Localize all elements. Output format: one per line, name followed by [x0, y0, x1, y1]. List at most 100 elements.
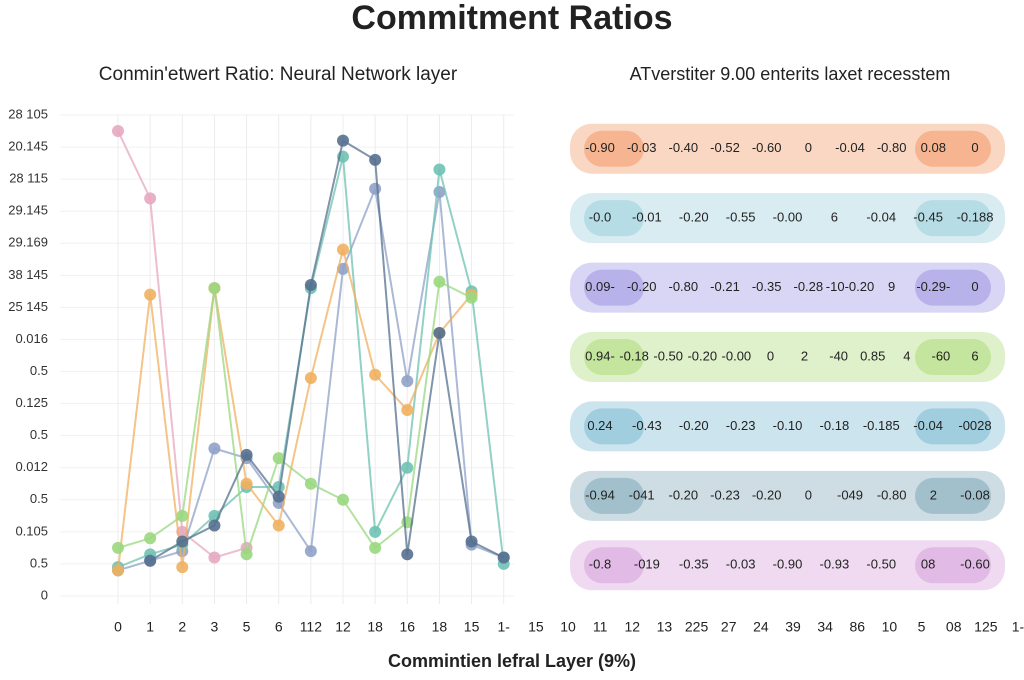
x-tick-label: 15	[528, 619, 544, 635]
row-token: -0.10	[773, 418, 803, 433]
row-token: -0.90	[585, 140, 615, 155]
y-tick-label: 29.169	[8, 235, 48, 250]
x-tick-label: 225	[685, 619, 709, 635]
row-token: -0.00	[773, 210, 803, 225]
y-tick-label: 28 105	[8, 106, 48, 121]
row-pill	[915, 477, 991, 514]
series-line	[117, 280, 473, 556]
row-token: -0.35	[752, 279, 782, 294]
point-marker	[208, 442, 221, 455]
x-tick-label: 10	[882, 619, 898, 635]
x-tick-label: 12	[624, 619, 640, 635]
row-pill	[915, 130, 991, 167]
row-token: -0.20	[679, 418, 709, 433]
row-token: -0.29-	[916, 279, 950, 294]
row-token: -60	[932, 348, 951, 363]
point-marker	[304, 545, 317, 558]
row-token: -0.8	[589, 557, 611, 572]
row-token: -0.03	[627, 140, 657, 155]
row-token: -0.80	[877, 487, 907, 502]
x-tick-label: 125	[974, 619, 998, 635]
row-token: -0.52	[710, 140, 740, 155]
row-pill	[915, 547, 991, 584]
x-tick-label: 15	[464, 619, 480, 635]
row-token: -0.188	[957, 210, 994, 225]
y-tick-label: 0.5	[30, 555, 48, 570]
y-tick-label: 25 145	[8, 299, 48, 314]
point-marker	[112, 125, 124, 138]
row-token: -0.23	[726, 418, 756, 433]
series-line	[149, 139, 505, 562]
point-marker	[369, 541, 382, 554]
x-tick-label: 5	[243, 619, 251, 635]
row-token: -0.93	[820, 557, 850, 572]
x-tick-label: 27	[721, 619, 737, 635]
x-tick-label: 10	[560, 619, 576, 635]
row-token: -0.04	[913, 418, 943, 433]
point-marker	[401, 548, 414, 561]
row-token: -0.60	[960, 557, 990, 572]
point-marker	[465, 291, 478, 304]
row-token: -0.35	[679, 557, 709, 572]
row-token: -0.18	[619, 348, 649, 363]
panel-title: ATverstiter 9.00 enterits laxet recesste…	[630, 64, 951, 84]
row-token: 0	[767, 348, 774, 363]
row-token: 0	[971, 279, 978, 294]
y-tick-label: 0.5	[30, 363, 48, 378]
row-token: -0.40	[669, 140, 699, 155]
row-token: -0.45	[913, 210, 943, 225]
row-token: 0.85	[860, 348, 885, 363]
row-pill	[915, 408, 991, 445]
point-marker	[144, 532, 157, 545]
point-marker	[240, 477, 253, 490]
row-token: 0	[805, 140, 812, 155]
row-token: -0.23	[710, 487, 740, 502]
point-marker	[497, 551, 510, 564]
row-token: 0.94-	[585, 348, 615, 363]
point-marker	[176, 561, 189, 574]
row-token: -0.50	[866, 557, 896, 572]
point-marker	[272, 519, 285, 532]
x-tick-label: 112	[300, 619, 323, 635]
x-tick-label: 16	[399, 619, 415, 635]
row-pill	[584, 339, 644, 375]
point-marker	[401, 461, 414, 474]
point-marker	[144, 288, 157, 301]
point-marker	[176, 535, 189, 548]
series-line	[117, 248, 473, 571]
row-token: 0.09-	[585, 279, 615, 294]
row-pill	[584, 477, 644, 514]
row-band	[570, 193, 1005, 244]
row-band	[570, 332, 1005, 382]
row-pill	[584, 130, 644, 167]
row-token: 2	[930, 487, 937, 502]
point-marker	[337, 134, 349, 147]
y-tick-label: 0.016	[15, 331, 48, 346]
x-tick-label: 08	[946, 619, 962, 635]
point-marker	[401, 404, 414, 417]
point-marker	[272, 452, 285, 465]
row-pill	[584, 269, 644, 306]
row-token: -0.08	[960, 487, 990, 502]
row-token: -0.20	[687, 348, 717, 363]
row-token: 6	[971, 348, 978, 363]
row-token: -0.20	[669, 487, 699, 502]
row-token: 9	[888, 279, 895, 294]
y-tick-label: 29.145	[8, 203, 48, 218]
row-token: -0.03	[726, 557, 756, 572]
row-token: -0.43	[632, 418, 662, 433]
point-marker	[272, 480, 285, 493]
x-tick-label: 5	[918, 619, 926, 635]
point-marker	[304, 477, 317, 490]
point-marker	[208, 282, 221, 295]
x-tick-label: 1-	[497, 619, 510, 635]
x-tick-label: 86	[849, 619, 865, 635]
y-tick-label: 28 115	[9, 171, 48, 186]
row-pill	[915, 200, 991, 237]
row-band	[570, 262, 1005, 313]
row-token: -10-0.20	[826, 279, 874, 294]
y-tick-label: 38 145	[8, 267, 48, 282]
row-token: -0.28	[794, 279, 824, 294]
row-token: -0.185	[863, 418, 900, 433]
point-marker	[337, 243, 349, 256]
